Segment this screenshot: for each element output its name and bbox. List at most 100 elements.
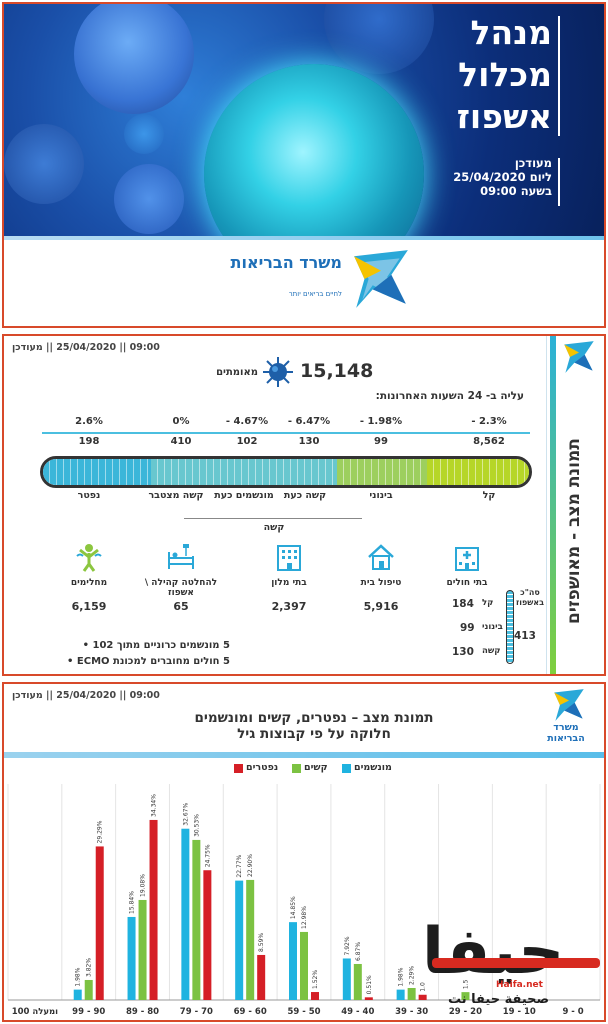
count-value: 130	[298, 436, 320, 447]
chart-legend: נפטרים קשים מונשמים	[234, 762, 394, 776]
data-label: 6.87%	[355, 942, 362, 961]
tick-label: 49 - 40	[341, 1007, 374, 1017]
thermometer-segment	[151, 459, 337, 485]
virus-illustration	[114, 164, 184, 234]
ministry-brand: משרד הבריאות לחיים בריאים יותר	[212, 248, 412, 312]
data-label: 1.98%	[75, 967, 82, 986]
bar	[235, 880, 244, 1000]
note-item: 5 חולים מחוברים למכונת ECMO	[40, 654, 230, 670]
cover-date-line: ליום 25/04/2020	[453, 170, 552, 184]
total-hospitalized: סה"כ באשפוז 413	[510, 588, 546, 668]
data-label: 32.67%	[182, 803, 189, 826]
cover-date-line: מעודכן	[514, 156, 552, 170]
legend-swatch	[292, 764, 301, 773]
status-slide: 09:00 || 25/04/2020 || מעודכן מאומתים 15…	[2, 334, 606, 676]
side-title: תמונת מצב - מאושפזים	[564, 438, 584, 624]
ministry-logo-icon	[564, 341, 594, 373]
legend-label: מונשמים	[354, 762, 392, 773]
divider	[42, 432, 530, 434]
data-label: 2.29%	[409, 966, 416, 985]
data-label: 1.52%	[312, 970, 319, 989]
percent-value: 2.6%	[75, 416, 103, 427]
location-value: 65	[173, 600, 189, 613]
cover-slide: מנהל מכלול אשפוז מעודכן ליום 25/04/2020 …	[2, 2, 606, 328]
severity-thermometer	[40, 456, 532, 488]
tick-label: 69 - 60	[234, 1007, 267, 1017]
watermark-subtitle: صحيفة حيفا نت	[448, 992, 550, 1007]
bar	[138, 899, 147, 1000]
cover-date: מעודכן ליום 25/04/2020 בשעה 09:00	[453, 156, 552, 198]
mini-thermometer	[506, 590, 514, 664]
tick-label: 39 - 30	[395, 1007, 428, 1017]
ministry-logo-icon	[354, 250, 408, 308]
cover-title-line: מכלול	[458, 55, 552, 94]
count-value: 198	[78, 436, 100, 447]
thermometer-segment	[43, 459, 151, 485]
severe-group-label: קשה	[263, 522, 285, 533]
data-label: 22.77%	[236, 854, 243, 877]
breakdown-label: קשה	[482, 646, 501, 656]
bar	[300, 931, 308, 1000]
location-value: 6,159	[71, 600, 107, 613]
cover-title: מנהל מכלול אשפוז	[457, 12, 552, 138]
bar	[342, 958, 351, 1000]
watermark-accent	[432, 958, 600, 968]
ministry-slogan: לחיים בריאים יותר	[288, 290, 342, 298]
data-label: 29.29%	[97, 820, 104, 843]
virus-illustration	[204, 64, 424, 236]
hospital-bed-icon	[168, 544, 194, 569]
bar	[364, 997, 373, 1000]
hero-image: מנהל מכלול אשפוז מעודכן ליום 25/04/2020 …	[4, 4, 604, 236]
percent-row: 2.6% 0% - 4.67% - 6.47% - 1.98% - 2.3%	[42, 416, 530, 432]
bar	[192, 839, 201, 1000]
virus-illustration	[74, 4, 194, 114]
stripe	[4, 236, 604, 240]
updated-label: 09:00 || 25/04/2020 || מעודכן	[12, 690, 160, 701]
tick-label: 100 ומעלה	[12, 1007, 58, 1017]
thermometer-segment	[427, 459, 529, 485]
bar	[73, 989, 82, 1000]
bar	[311, 992, 319, 1000]
divider	[558, 16, 560, 136]
breakdown-value: 130	[452, 646, 474, 658]
stripe	[4, 752, 604, 758]
data-label: 7.92%	[344, 936, 351, 955]
location-home: טיפול בית 5,916	[336, 542, 426, 622]
locations-row: מחלימים 6,159 להחלטה קהילה \ אשפוז 65	[44, 542, 496, 622]
location-label: להחלטה קהילה \ אשפוז	[144, 578, 218, 598]
bar	[246, 879, 255, 1000]
percent-value: 0%	[172, 416, 190, 427]
home-icon	[368, 544, 394, 570]
total-value: 413	[514, 630, 536, 642]
group-bracket	[184, 518, 362, 519]
note-item: 5 מונשמים כרוניים מתוך 102	[40, 638, 230, 654]
location-label: בתי חולים	[446, 578, 488, 588]
data-label: 0.51%	[366, 975, 373, 994]
cover-date-line: בשעה 09:00	[480, 184, 552, 198]
category-label: קל	[482, 490, 496, 501]
bar	[257, 954, 266, 1000]
location-value: 2,397	[271, 600, 307, 613]
tick-label: 9 - 0	[562, 1007, 583, 1017]
virus-illustration	[324, 4, 434, 74]
count-value: 8,562	[473, 436, 505, 447]
location-pending: להחלטה קהילה \ אשפוז 65	[136, 542, 226, 622]
bar	[203, 870, 212, 1000]
bar	[418, 994, 427, 1000]
category-row: נפטר קשה מצטבר מונשמים כעת קשה כעת בינונ…	[42, 490, 530, 522]
category-label: קשה מצטבר	[148, 490, 204, 501]
legend-swatch	[342, 764, 351, 773]
count-value: 410	[170, 436, 192, 447]
category-label: קשה כעת	[283, 490, 327, 501]
bar	[181, 828, 190, 1000]
ministry-name-line: הבריאות	[547, 733, 585, 744]
data-label: 24.75%	[204, 844, 211, 867]
cover-title-line: מנהל	[470, 13, 552, 52]
data-label: 1.0	[420, 982, 427, 992]
category-label: בינוני	[369, 490, 393, 501]
virus-illustration	[124, 114, 164, 154]
ministry-logo-icon	[554, 689, 584, 721]
watermark: حيفا Haifa.net صحيفة حيفا نت	[422, 916, 604, 1020]
data-label: 1.98%	[398, 967, 405, 986]
